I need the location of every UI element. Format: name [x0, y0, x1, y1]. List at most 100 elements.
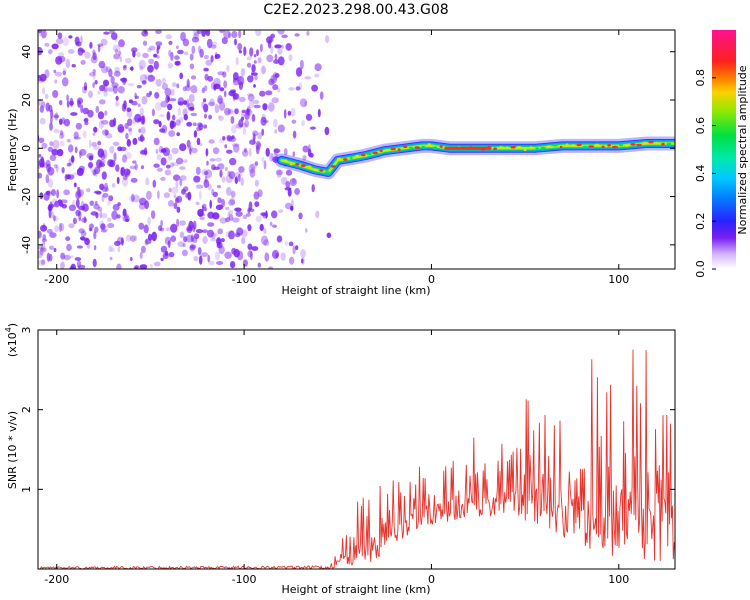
noise-speckle [277, 87, 281, 93]
noise-speckle [75, 122, 83, 130]
noise-speckle [256, 49, 259, 57]
noise-speckle [223, 107, 231, 116]
noise-speckle [150, 210, 156, 220]
noise-speckle [197, 208, 204, 217]
signal-hotspot [385, 148, 389, 152]
noise-speckle [166, 111, 171, 121]
noise-speckle [165, 227, 170, 232]
noise-speckle [63, 118, 71, 127]
x-tick-label: -200 [44, 573, 69, 586]
noise-speckle [199, 190, 202, 200]
noise-speckle [46, 252, 51, 262]
noise-speckle [161, 124, 168, 134]
noise-speckle [113, 117, 117, 127]
noise-speckle [217, 228, 223, 235]
noise-speckle [175, 119, 181, 126]
snr-y-label: SNR (10 * v/v) [6, 411, 19, 489]
noise-speckle [249, 251, 253, 261]
noise-speckle [291, 119, 297, 124]
noise-speckle [189, 245, 196, 251]
noise-speckle [147, 74, 155, 82]
noise-speckle [319, 91, 324, 100]
noise-speckle [156, 45, 161, 50]
noise-speckle [93, 245, 97, 251]
noise-speckle [189, 147, 192, 155]
noise-speckle [292, 130, 297, 139]
noise-speckle [88, 72, 96, 77]
noise-speckle [69, 100, 74, 106]
noise-speckle [40, 247, 47, 253]
noise-speckle [70, 155, 75, 163]
noise-speckle [160, 157, 167, 166]
noise-speckle [191, 147, 198, 154]
signal-hotspot [636, 143, 642, 147]
noise-speckle [207, 229, 214, 238]
noise-speckle [141, 80, 147, 85]
signal-hotspot [648, 140, 654, 144]
noise-speckle [257, 189, 263, 198]
noise-speckle [247, 94, 255, 102]
noise-speckle [54, 225, 59, 233]
noise-speckle [39, 247, 44, 256]
noise-speckle [130, 235, 136, 243]
noise-speckle [221, 37, 228, 45]
noise-speckle [224, 144, 228, 149]
noise-speckle [253, 54, 257, 58]
noise-speckle [110, 32, 118, 40]
noise-speckle [94, 200, 98, 206]
noise-speckle [153, 261, 161, 267]
noise-speckle [290, 107, 296, 117]
noise-speckle [214, 104, 220, 114]
noise-speckle [277, 30, 285, 35]
noise-speckle [124, 152, 132, 159]
noise-speckle [238, 166, 245, 173]
noise-speckle [283, 109, 287, 119]
noise-speckle [228, 199, 236, 206]
noise-speckle [38, 259, 46, 266]
noise-speckle [56, 189, 59, 199]
snr-multiplier-base: (x10 [6, 332, 19, 357]
noise-speckle [138, 222, 145, 230]
noise-speckle [66, 162, 72, 167]
noise-speckle [49, 154, 57, 162]
noise-speckle [99, 183, 105, 191]
noise-speckle [84, 237, 90, 246]
noise-speckle [326, 232, 332, 239]
noise-speckle [214, 251, 220, 261]
noise-speckle [278, 209, 284, 213]
noise-speckle [198, 255, 203, 265]
noise-speckle [82, 86, 87, 94]
noise-speckle [121, 166, 125, 177]
noise-speckle [257, 262, 262, 268]
noise-speckle [159, 114, 165, 118]
noise-speckle [266, 54, 274, 63]
noise-speckle [138, 59, 146, 70]
noise-speckle [222, 71, 227, 78]
noise-speckle [92, 258, 97, 268]
signal-hotspot [360, 153, 366, 157]
noise-speckle [217, 184, 221, 189]
noise-speckle [168, 187, 172, 193]
noise-speckle [52, 215, 59, 222]
spectrogram-frame [37, 29, 676, 270]
noise-speckle [196, 137, 201, 146]
noise-speckle [117, 245, 121, 253]
signal-hotspot [414, 146, 421, 149]
noise-speckle [257, 57, 262, 64]
x-tick-label: -200 [44, 273, 69, 286]
noise-speckle [105, 133, 113, 139]
noise-speckle [47, 166, 55, 176]
noise-speckle [261, 65, 266, 75]
noise-speckle [73, 182, 77, 188]
noise-speckle [238, 50, 243, 54]
noise-speckle [163, 192, 170, 199]
noise-speckle [167, 95, 171, 102]
noise-speckle [65, 174, 72, 180]
noise-speckle [203, 124, 208, 129]
noise-speckle [53, 69, 57, 74]
noise-speckle [100, 228, 107, 233]
noise-speckle [208, 139, 215, 144]
noise-speckle [183, 236, 188, 243]
noise-speckle [84, 51, 91, 59]
noise-speckle [197, 45, 202, 53]
